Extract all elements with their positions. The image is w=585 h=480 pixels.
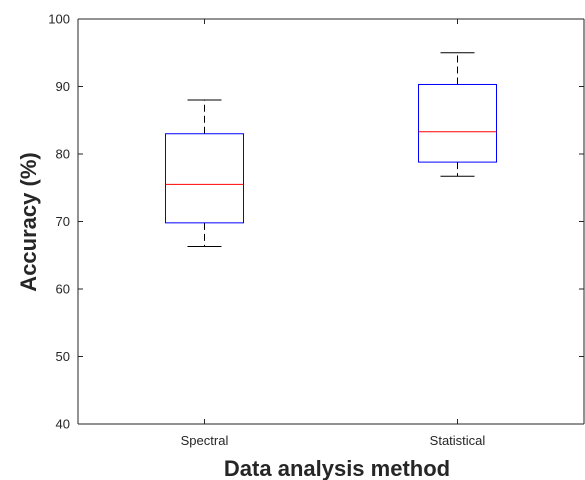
axes xyxy=(77,18,585,425)
y-tick-label: 50 xyxy=(56,349,70,364)
y-tick-label: 60 xyxy=(56,282,70,297)
box-statistical xyxy=(418,52,497,177)
boxes xyxy=(165,52,497,247)
y-tick-label: 40 xyxy=(56,417,70,432)
box-spectral xyxy=(165,99,244,247)
x-axis-ticks: Spectral Statistical xyxy=(181,19,486,448)
x-tick-label: Statistical xyxy=(430,433,486,448)
y-tick-label: 70 xyxy=(56,214,70,229)
y-axis-ticks: 40 50 60 70 80 90 100 xyxy=(48,12,584,432)
x-tick-label: Spectral xyxy=(181,433,229,448)
y-tick-label: 90 xyxy=(56,79,70,94)
y-axis-title: Accuracy (%) xyxy=(16,152,41,291)
x-axis-title: Data analysis method xyxy=(224,456,450,480)
y-tick-label: 100 xyxy=(48,12,70,27)
y-tick-label: 80 xyxy=(56,147,70,162)
iqr-box xyxy=(165,133,244,224)
iqr-box xyxy=(418,83,497,163)
